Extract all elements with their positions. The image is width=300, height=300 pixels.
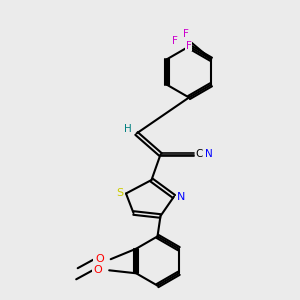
Text: F: F (186, 41, 191, 51)
Text: O: O (95, 254, 104, 264)
Text: O: O (94, 256, 103, 266)
Text: O: O (92, 264, 101, 274)
Text: F: F (183, 29, 189, 39)
Text: N: N (176, 191, 185, 202)
Text: N: N (205, 149, 213, 159)
Text: S: S (116, 188, 123, 199)
Text: H: H (124, 124, 131, 134)
Text: C: C (195, 149, 203, 159)
Text: F: F (172, 36, 178, 46)
Text: O: O (93, 265, 102, 275)
